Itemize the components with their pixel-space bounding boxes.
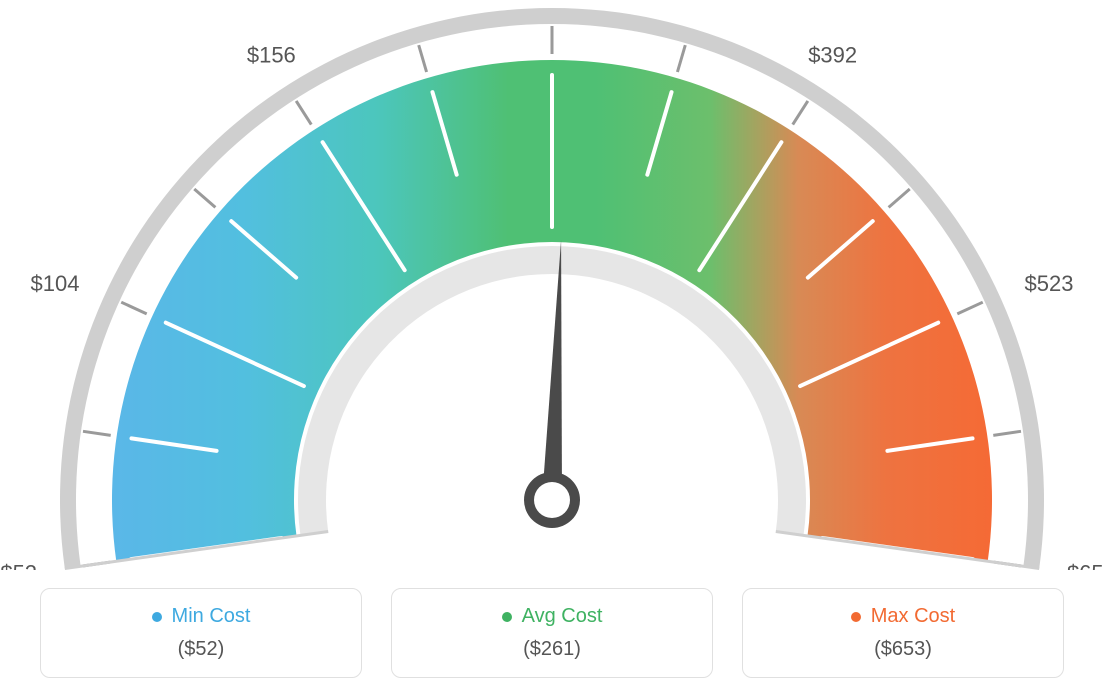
scale-tick <box>993 431 1021 435</box>
tick-label-5: $523 <box>1025 271 1074 296</box>
needle-hub-inner <box>534 482 570 518</box>
tick-label-0: $52 <box>0 560 37 570</box>
avg-cost-card: Avg Cost ($261) <box>391 588 713 678</box>
max-cost-card: Max Cost ($653) <box>742 588 1064 678</box>
min-dot-icon <box>152 612 162 622</box>
needle <box>542 240 562 500</box>
gauge-svg: $52$104$156$261$392$523$653 <box>0 0 1104 570</box>
scale-tick <box>419 45 427 72</box>
max-cost-value: ($653) <box>743 638 1063 661</box>
tick-label-6: $653 <box>1067 560 1104 570</box>
avg-cost-value: ($261) <box>392 638 712 661</box>
scale-tick <box>889 189 910 207</box>
avg-dot-icon <box>502 612 512 622</box>
min-cost-card: Min Cost ($52) <box>40 588 362 678</box>
scale-tick <box>83 431 111 435</box>
min-cost-title: Min Cost <box>152 605 251 628</box>
max-dot-icon <box>851 612 861 622</box>
chart-wrap: $52$104$156$261$392$523$653 Min Cost ($5… <box>0 0 1104 690</box>
min-cost-label: Min Cost <box>172 605 251 628</box>
scale-tick <box>677 45 685 72</box>
avg-cost-label: Avg Cost <box>522 605 603 628</box>
tick-label-2: $156 <box>247 42 296 67</box>
scale-tick <box>957 302 982 314</box>
max-cost-title: Max Cost <box>851 605 955 628</box>
min-cost-value: ($52) <box>41 638 361 661</box>
scale-tick <box>121 302 146 314</box>
max-cost-label: Max Cost <box>871 605 955 628</box>
gauge-area: $52$104$156$261$392$523$653 <box>0 0 1104 570</box>
avg-cost-title: Avg Cost <box>502 605 603 628</box>
scale-tick <box>793 101 808 125</box>
legend: Min Cost ($52) Avg Cost ($261) Max Cost … <box>0 588 1104 678</box>
tick-label-1: $104 <box>30 271 79 296</box>
scale-tick <box>296 101 311 125</box>
scale-tick <box>194 189 215 207</box>
tick-label-4: $392 <box>808 42 857 67</box>
